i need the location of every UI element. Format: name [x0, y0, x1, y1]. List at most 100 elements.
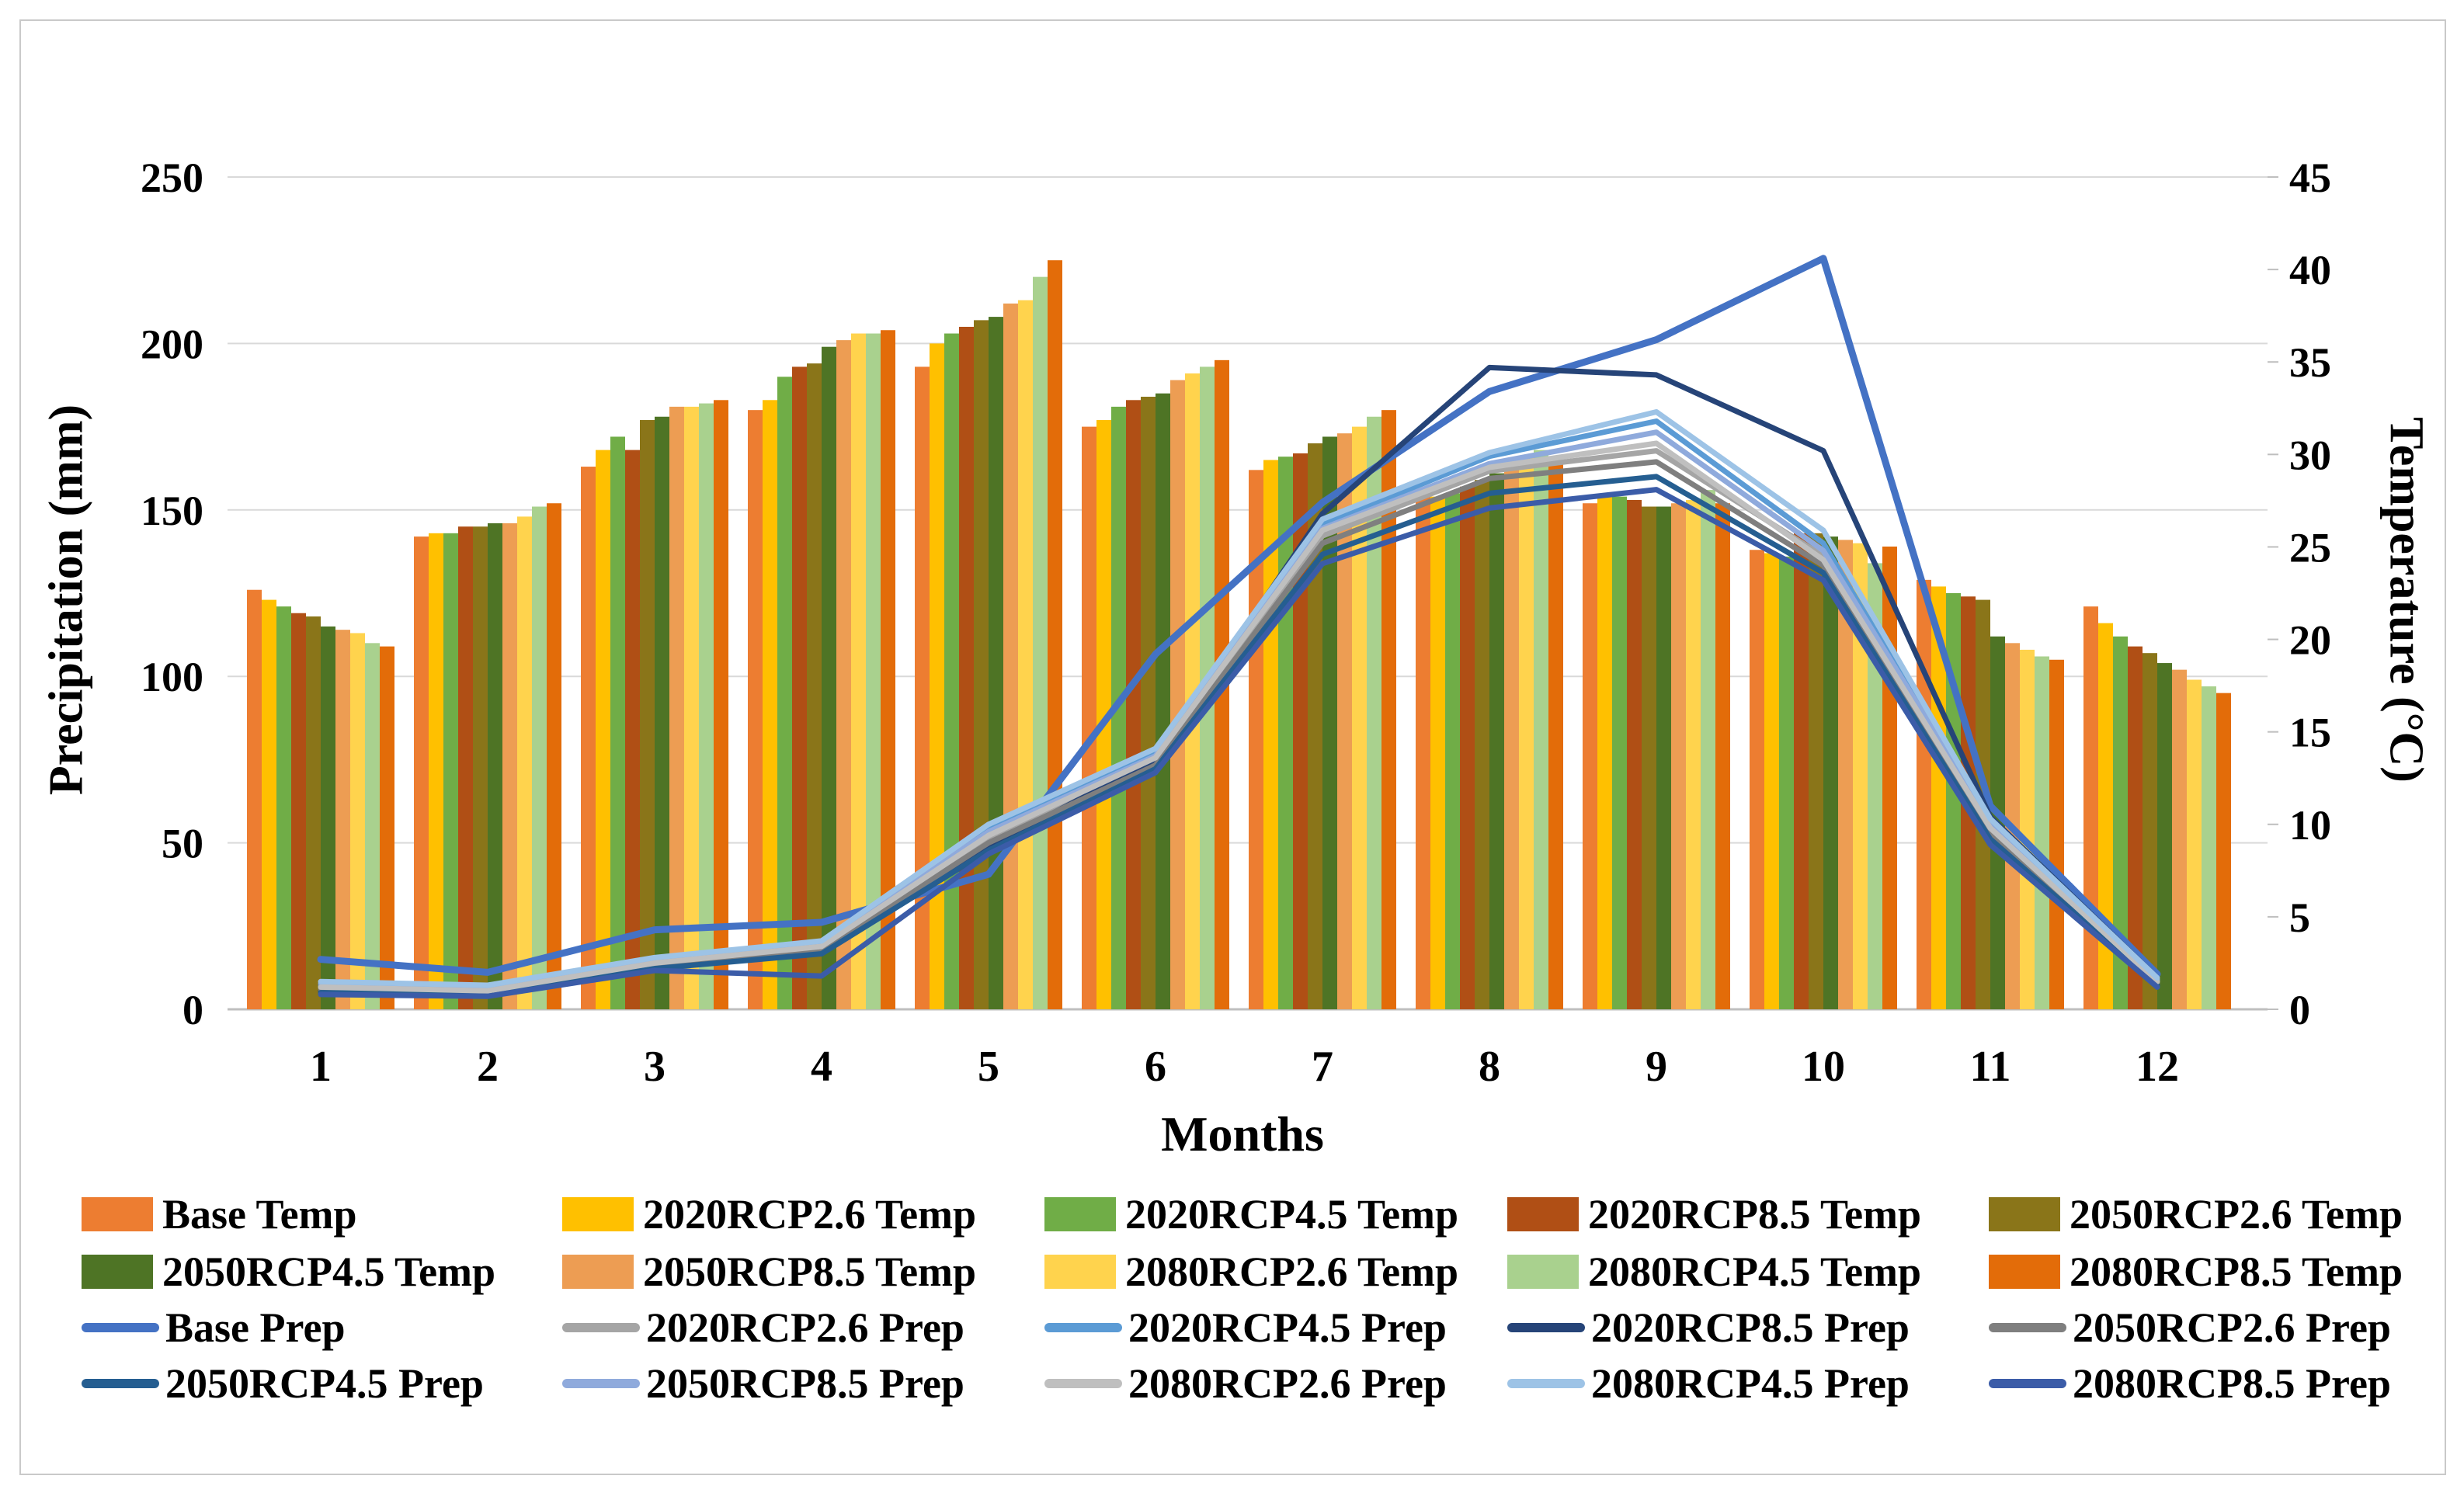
left-axis-tick-label: 100 — [141, 654, 203, 700]
bar-2080RCP2-6-Temp — [851, 333, 866, 1009]
bar-2080RCP8-5-Temp — [547, 503, 561, 1009]
bar-2020RCP4-5-Temp — [2113, 636, 2128, 1009]
bar-2020RCP4-5-Temp — [944, 333, 959, 1009]
bar-2020RCP8-5-Temp — [792, 366, 807, 1009]
bar-2020RCP8-5-Temp — [2128, 646, 2143, 1009]
bar-2050RCP4-5-Temp — [1656, 506, 1671, 1009]
bar-2080RCP2-6-Temp — [1519, 457, 1534, 1009]
bar-2080RCP4-5-Temp — [1701, 490, 1715, 1009]
bar-2080RCP8-5-Temp — [1048, 260, 1062, 1009]
right-axis-tick-label: 25 — [2289, 524, 2331, 571]
bar-Base-Temp — [1416, 496, 1430, 1009]
x-tick-label: 1 — [310, 1043, 332, 1091]
bar-2080RCP8-5-Temp — [2049, 659, 2064, 1009]
bar-2050RCP4-5-Temp — [822, 346, 836, 1009]
right-axis-tick-label: 20 — [2289, 617, 2331, 664]
bar-2050RCP8-5-Temp — [1671, 503, 1686, 1009]
bar-2080RCP8-5-Temp — [1381, 410, 1396, 1009]
bar-2050RCP8-5-Temp — [1337, 433, 1352, 1009]
bar-2050RCP4-5-Temp — [488, 523, 502, 1009]
bar-Base-Temp — [1583, 503, 1597, 1009]
bar-2020RCP2-6-Temp — [429, 533, 443, 1009]
bar-2050RCP4-5-Temp — [1823, 536, 1838, 1009]
bar-Base-Temp — [414, 536, 429, 1009]
bar-2080RCP2-6-Temp — [2020, 649, 2035, 1009]
bar-2080RCP4-5-Temp — [2202, 686, 2216, 1009]
bar-Base-Temp — [748, 410, 763, 1009]
x-tick-label: 9 — [1646, 1043, 1667, 1091]
bar-2050RCP8-5-Temp — [335, 630, 350, 1009]
bar-2020RCP4-5-Temp — [276, 606, 291, 1009]
x-axis-title: Months — [1161, 1106, 1324, 1161]
bar-2020RCP8-5-Temp — [959, 326, 974, 1010]
bar-2020RCP8-5-Temp — [1794, 533, 1809, 1009]
bar-2020RCP8-5-Temp — [1627, 499, 1642, 1009]
bar-2050RCP8-5-Temp — [1838, 540, 1853, 1009]
bar-2020RCP4-5-Temp — [777, 377, 792, 1009]
bar-2080RCP4-5-Temp — [1868, 563, 1882, 1009]
bar-2080RCP2-6-Temp — [1185, 373, 1200, 1009]
right-axis-tick-label: 15 — [2289, 710, 2331, 756]
bar-2020RCP8-5-Temp — [291, 613, 306, 1009]
bar-2020RCP2-6-Temp — [763, 400, 777, 1009]
right-axis-tick-label: 10 — [2289, 802, 2331, 849]
bar-2050RCP8-5-Temp — [1504, 467, 1519, 1009]
bar-2080RCP2-6-Temp — [1853, 543, 1868, 1009]
bar-2080RCP2-6-Temp — [1352, 426, 1367, 1009]
bar-2020RCP4-5-Temp — [1946, 593, 1961, 1009]
x-tick-label: 7 — [1312, 1043, 1333, 1091]
bar-2080RCP2-6-Temp — [1018, 300, 1033, 1009]
bar-Base-Temp — [581, 467, 596, 1009]
bar-2020RCP8-5-Temp — [625, 450, 640, 1009]
bar-2050RCP2-6-Temp — [1141, 397, 1156, 1009]
bar-2050RCP2-6-Temp — [1308, 443, 1322, 1009]
bar-2050RCP8-5-Temp — [1003, 303, 1018, 1010]
line-2080RCP8-5-Prep — [318, 487, 2160, 999]
bar-2050RCP8-5-Temp — [836, 340, 851, 1009]
bar-2020RCP2-6-Temp — [1597, 496, 1612, 1009]
bar-2020RCP2-6-Temp — [1430, 496, 1445, 1009]
bar-2080RCP2-6-Temp — [684, 406, 699, 1009]
line-2080RCP4-5-Prep — [318, 409, 2160, 988]
bar-2050RCP4-5-Temp — [321, 626, 335, 1009]
bar-2020RCP2-6-Temp — [930, 343, 944, 1009]
bar-2080RCP4-5-Temp — [2035, 656, 2049, 1009]
bar-2050RCP2-6-Temp — [1642, 506, 1656, 1009]
bar-2020RCP4-5-Temp — [1612, 496, 1627, 1009]
right-axis-title: Temperature (°C) — [2379, 417, 2433, 783]
bar-2020RCP2-6-Temp — [1096, 420, 1111, 1009]
bar-2020RCP2-6-Temp — [262, 599, 276, 1009]
bar-Base-Temp — [1249, 470, 1263, 1009]
bar-Base-Temp — [1082, 426, 1096, 1009]
left-axis-tick-label: 150 — [141, 488, 203, 534]
x-tick-label: 5 — [978, 1043, 999, 1091]
right-axis-tick-label: 5 — [2289, 894, 2310, 941]
left-axis-title: Precipitation (mm) — [40, 404, 93, 796]
x-tick-label: 8 — [1479, 1043, 1500, 1091]
bar-2080RCP2-6-Temp — [2187, 679, 2202, 1009]
bar-2080RCP4-5-Temp — [866, 333, 881, 1009]
left-axis-tick-label: 250 — [141, 155, 203, 201]
x-tick-label: 12 — [2136, 1043, 2179, 1091]
right-axis-tick-label: 0 — [2289, 987, 2310, 1033]
bar-Base-Temp — [1917, 579, 1931, 1009]
bar-2050RCP2-6-Temp — [640, 420, 655, 1009]
bar-Base-Temp — [915, 366, 930, 1009]
bar-2080RCP8-5-Temp — [881, 330, 895, 1009]
bar-2050RCP2-6-Temp — [306, 616, 321, 1009]
left-axis-tick-label: 200 — [141, 321, 203, 367]
bar-2050RCP8-5-Temp — [2172, 669, 2187, 1009]
bar-2020RCP4-5-Temp — [443, 533, 458, 1009]
x-tick-label: 4 — [811, 1043, 832, 1091]
bar-2080RCP8-5-Temp — [1548, 460, 1563, 1009]
left-axis-tick-label: 50 — [162, 821, 203, 867]
bar-2050RCP2-6-Temp — [974, 320, 989, 1009]
bar-2050RCP8-5-Temp — [1170, 380, 1185, 1009]
bar-2050RCP2-6-Temp — [2143, 653, 2157, 1009]
bar-2020RCP2-6-Temp — [2098, 623, 2113, 1009]
bar-2050RCP2-6-Temp — [473, 526, 488, 1009]
line-Base-Prep — [317, 255, 2161, 978]
bar-2050RCP4-5-Temp — [655, 416, 669, 1009]
bar-Base-Temp — [247, 589, 262, 1009]
